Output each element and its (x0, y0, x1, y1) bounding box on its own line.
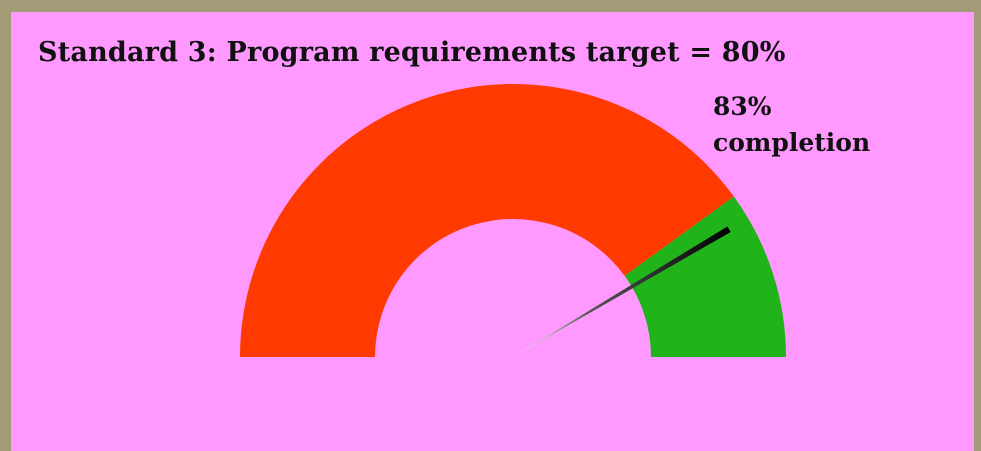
gauge-bands (240, 84, 786, 358)
gauge-band-at-or-above-target (624, 196, 786, 357)
gauge-needle-layer (513, 226, 731, 357)
gauge-value-caption: completion (713, 128, 870, 157)
gauge-value-label: 83% (713, 92, 772, 121)
chart-title: Standard 3: Program requirements target … (38, 37, 786, 68)
gauge-needle (513, 226, 731, 357)
gauge-band-below-target (240, 84, 734, 358)
